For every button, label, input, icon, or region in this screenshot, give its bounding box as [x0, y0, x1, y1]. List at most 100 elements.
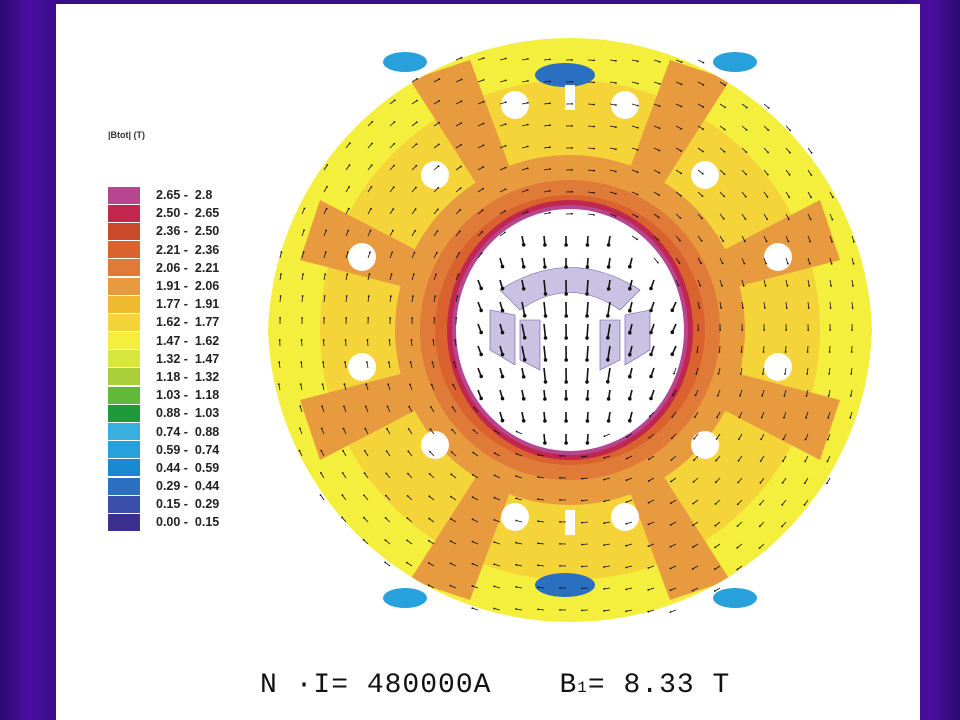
field-arrow: [301, 208, 305, 215]
field-arrow: [670, 521, 677, 526]
field-arrow-head: [278, 339, 281, 341]
field-arrow-head: [647, 480, 650, 482]
field-arrow: [385, 517, 391, 523]
field-arrow: [785, 235, 789, 242]
field-arrow: [807, 235, 811, 242]
field-arrow-head: [526, 210, 529, 213]
field-arrow-head: [698, 307, 701, 309]
field-arrow-head: [449, 562, 452, 565]
field-arrow-head: [744, 195, 747, 198]
field-arrow: [543, 168, 550, 171]
field-arrow: [433, 252, 438, 259]
field-arrow-head: [388, 339, 391, 341]
field-arrow-head: [628, 374, 632, 379]
field-arrow: [806, 367, 809, 374]
field-arrow-head: [436, 230, 439, 233]
field-arrow: [807, 147, 812, 154]
field-arrow: [631, 103, 638, 106]
field-arrow-head: [406, 517, 409, 520]
field-arrow-head: [593, 125, 595, 128]
field-arrow: [543, 301, 547, 316]
field-arrow-head: [346, 273, 349, 275]
field-arrow: [675, 147, 682, 152]
field-arrow-head: [716, 394, 719, 397]
field-arrow: [455, 209, 461, 215]
field-arrow: [342, 450, 347, 457]
field-arrow-head: [740, 351, 743, 353]
field-arrow-head: [450, 451, 453, 453]
field-arrow: [719, 301, 722, 308]
legend-swatch: [108, 186, 140, 204]
field-arrow: [827, 411, 831, 418]
field-arrow: [367, 274, 370, 281]
field-arrow-head: [614, 170, 617, 173]
legend-label: 1.47 - 1.62: [156, 333, 220, 348]
legend-label: 0.00 - 0.15: [156, 515, 220, 530]
field-arrow-head: [720, 307, 722, 309]
field-arrow-head: [581, 455, 583, 458]
field-arrow-head: [280, 251, 283, 254]
field-arrow-head: [680, 172, 682, 175]
field-arrow: [516, 542, 523, 545]
field-arrow-head: [585, 265, 590, 269]
field-arrow: [342, 472, 347, 479]
field-arrow-head: [741, 329, 744, 331]
field-arrow: [741, 257, 745, 264]
field-arrow-head: [625, 610, 627, 613]
field-arrow-head: [392, 186, 395, 189]
field-arrow: [653, 191, 660, 196]
field-arrow: [653, 125, 660, 129]
legend-label: 1.62 - 1.77: [156, 315, 220, 330]
field-arrow: [697, 235, 702, 242]
field-arrow-head: [559, 565, 561, 567]
field-arrow: [367, 165, 373, 171]
legend-row: 2.36 - 2.50: [108, 222, 268, 240]
field-arrow: [365, 384, 369, 391]
field-arrow: [367, 252, 371, 259]
field-arrow: [697, 301, 700, 308]
field-arrow-head: [669, 611, 672, 613]
field-arrow: [433, 274, 437, 281]
field-arrow-head: [460, 122, 463, 124]
legend-label: 2.65 - 2.8: [156, 188, 213, 203]
field-arrow: [406, 540, 413, 545]
field-arrow-head: [479, 374, 483, 379]
field-arrow-head: [504, 57, 507, 60]
field-arrow-head: [648, 436, 651, 439]
field-arrow-head: [323, 295, 326, 297]
field-arrow-head: [407, 450, 410, 453]
field-arrow-head: [471, 518, 474, 521]
field-arrow: [737, 499, 743, 505]
legend-label: 2.50 - 2.65: [156, 206, 220, 221]
field-arrow: [631, 147, 638, 151]
field-arrow: [626, 521, 633, 525]
field-arrow: [631, 169, 638, 173]
field-arrow-head: [680, 127, 683, 130]
field-arrow-head: [385, 472, 388, 475]
field-arrow-head: [699, 284, 702, 287]
field-arrow: [341, 517, 347, 523]
field-arrow-head: [673, 372, 675, 375]
field-arrow: [389, 274, 392, 281]
low-field-pockets: [383, 52, 757, 608]
field-arrow-head: [615, 148, 617, 151]
field-arrow: [343, 406, 347, 413]
field-arrow-head: [325, 229, 327, 232]
field-arrow: [626, 455, 633, 459]
field-arrow-head: [716, 416, 718, 419]
field-arrow-head: [481, 209, 484, 212]
field-arrow-head: [585, 314, 589, 318]
field-arrow: [739, 389, 743, 396]
field-arrow-head: [828, 373, 830, 375]
field-arrow: [653, 147, 660, 151]
field-arrow: [626, 565, 633, 568]
field-arrow-head: [828, 351, 831, 353]
field-arrow: [715, 499, 721, 505]
field-arrow-head: [504, 144, 507, 147]
field-arrow: [279, 295, 281, 303]
field-arrow: [344, 362, 347, 369]
field-arrow-head: [615, 82, 617, 84]
field-arrow-head: [415, 121, 418, 124]
field-arrow: [477, 253, 483, 259]
field-arrow: [785, 301, 788, 309]
